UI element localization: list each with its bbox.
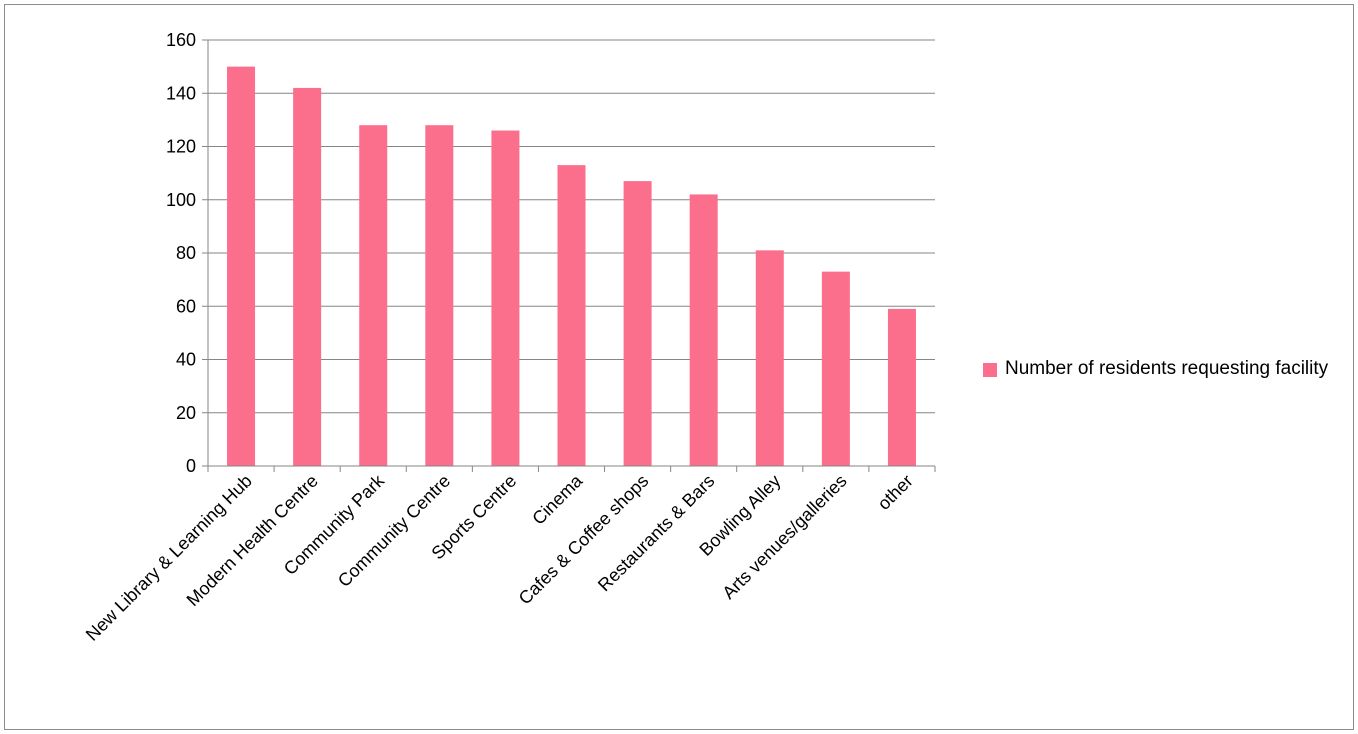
bar	[491, 130, 520, 466]
x-tick-label: Modern Health Centre	[183, 471, 322, 610]
legend-label: Number of residents requesting facility	[1005, 358, 1329, 379]
axes	[202, 39, 936, 472]
bar-chart: 0 20 40 60 80 100 120 140 160 New Library & Lear…	[82, 30, 936, 645]
bars	[227, 66, 916, 467]
y-tick-label: 40	[176, 350, 196, 370]
y-tick-label: 120	[166, 137, 196, 157]
x-tick-label: other	[874, 471, 917, 514]
y-tick-label: 20	[176, 403, 196, 423]
x-tick-label: Cinema	[528, 470, 587, 529]
x-tick-label: Community Centre	[334, 471, 454, 591]
y-tick-label: 80	[176, 243, 196, 263]
bar	[557, 165, 586, 466]
y-tick-label: 60	[176, 296, 196, 316]
x-tick-label: Cafes & Coffee shops	[515, 471, 653, 609]
y-tick-labels: 0 20 40 60 80 100 120 140 160	[166, 30, 196, 476]
x-tick-label: Restaurants & Bars	[594, 471, 719, 596]
chart-frame: 0 20 40 60 80 100 120 140 160 New Library & Lear…	[4, 4, 1354, 730]
bar	[227, 66, 256, 466]
y-tick-label: 160	[166, 30, 196, 50]
bar	[821, 271, 850, 466]
bar	[689, 194, 718, 467]
x-tick-label: Arts venues/galleries	[718, 471, 850, 603]
bar	[425, 125, 454, 466]
bar	[887, 308, 916, 466]
bar	[359, 125, 388, 466]
y-tick-label: 100	[166, 190, 196, 210]
bar	[293, 87, 322, 467]
y-tick-label: 0	[186, 456, 196, 476]
legend-swatch	[983, 363, 997, 377]
bar	[755, 250, 784, 466]
bar	[623, 181, 652, 467]
y-tick-label: 140	[166, 83, 196, 103]
